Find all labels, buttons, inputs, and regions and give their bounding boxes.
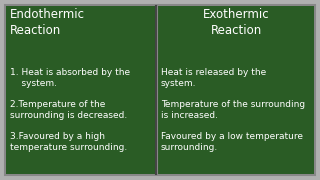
Bar (158, 6, 314, 174)
Bar (6, 6, 155, 174)
Text: Exothermic
Reaction: Exothermic Reaction (203, 8, 269, 37)
Text: 1. Heat is absorbed by the
    system.: 1. Heat is absorbed by the system. (10, 68, 130, 88)
Text: Heat is released by the
system.: Heat is released by the system. (161, 68, 266, 88)
Text: Favoured by a low temperature
surrounding.: Favoured by a low temperature surroundin… (161, 132, 303, 152)
Text: Temperature of the surrounding
is increased.: Temperature of the surrounding is increa… (161, 100, 305, 120)
Text: Endothermic
Reaction: Endothermic Reaction (10, 8, 85, 37)
Text: 3.Favoured by a high
temperature surrounding.: 3.Favoured by a high temperature surroun… (10, 132, 127, 152)
Text: 2.Temperature of the
surrounding is decreased.: 2.Temperature of the surrounding is decr… (10, 100, 127, 120)
